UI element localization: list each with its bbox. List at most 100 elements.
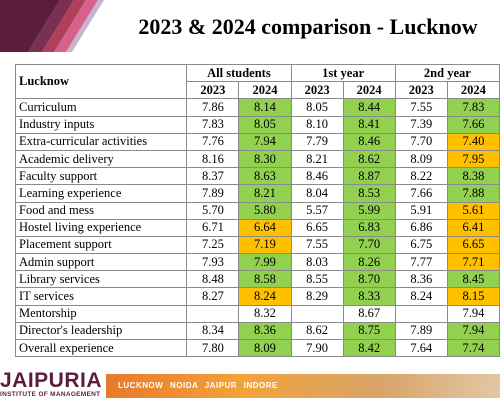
score-cell: 8.21	[238, 184, 292, 203]
score-cell: 8.53	[342, 184, 396, 203]
table-row: Extra-curricular activities 7.76 7.94 7.79 8…	[14, 132, 500, 151]
score-cell: 8.33	[342, 287, 396, 306]
row-label: Admin support	[14, 253, 188, 272]
year-header: 2023	[186, 81, 240, 100]
score-cell: 8.46	[290, 167, 344, 186]
score-cell: 5.57	[290, 201, 344, 220]
score-cell	[186, 304, 240, 323]
score-cell: 8.46	[342, 132, 396, 151]
year-header: 2024	[446, 81, 500, 100]
score-cell: 7.66	[446, 115, 500, 134]
score-cell: 8.41	[342, 115, 396, 134]
group-header-1st-year: 1st year	[290, 63, 396, 83]
score-cell: 8.87	[342, 167, 396, 186]
logo-subtitle: INSTITUTE OF MANAGEMENT	[0, 391, 101, 398]
score-cell: 8.42	[342, 338, 396, 358]
score-cell: 8.05	[290, 98, 344, 117]
row-label: Mentorship	[14, 304, 188, 323]
score-cell: 7.70	[394, 132, 448, 151]
table-row: Placement support 7.25 7.19 7.55 7.70 6.75 6.6…	[14, 235, 500, 255]
score-cell: 7.40	[446, 132, 500, 151]
row-label: Library services	[14, 270, 188, 289]
score-cell: 7.79	[290, 132, 344, 151]
score-cell: 8.32	[238, 304, 292, 323]
score-cell: 7.94	[446, 321, 500, 341]
score-cell	[290, 304, 344, 323]
score-cell: 8.30	[238, 149, 292, 169]
year-header: 2024	[342, 81, 396, 100]
table-row: Food and mess 5.70 5.80 5.57 5.99 5.91 5.61	[14, 201, 500, 220]
table-row: Academic delivery 8.16 8.30 8.21 8.62 8.09 7.9…	[14, 149, 500, 169]
score-cell: 7.94	[238, 132, 292, 151]
score-cell: 7.86	[186, 98, 240, 117]
score-cell: 7.64	[394, 338, 448, 358]
score-cell: 7.83	[446, 98, 500, 117]
score-cell: 7.39	[394, 115, 448, 134]
score-cell: 8.24	[394, 287, 448, 306]
footer-cities: LUCKNOW NOIDA JAIPUR INDORE	[118, 381, 278, 390]
score-cell: 7.71	[446, 253, 500, 272]
score-cell: 5.61	[446, 201, 500, 220]
score-cell: 8.55	[290, 270, 344, 289]
logo-brand: JAIPURIA	[0, 369, 103, 392]
year-header: 2024	[238, 81, 292, 100]
corner-header: Lucknow	[14, 63, 188, 100]
score-cell: 7.66	[394, 184, 448, 203]
score-cell: 8.24	[238, 287, 292, 306]
row-label: Faculty support	[14, 167, 188, 186]
score-cell: 7.89	[394, 321, 448, 341]
score-cell: 7.70	[342, 235, 396, 255]
score-cell: 5.91	[394, 201, 448, 220]
score-cell: 6.41	[446, 218, 500, 237]
score-cell: 8.22	[394, 167, 448, 186]
score-cell: 7.80	[186, 338, 240, 358]
row-label: Placement support	[14, 235, 188, 255]
corner-decoration	[0, 0, 120, 52]
table-row: Hostel living experience 6.71 6.64 6.65 6.83…	[14, 218, 500, 237]
table-row: Learning experience 7.89 8.21 8.04 8.53 7.66 7…	[14, 184, 500, 203]
score-cell: 8.44	[342, 98, 396, 117]
footer-logo: JAIPURIA INSTITUTE OF MANAGEMENT	[0, 369, 103, 398]
score-cell	[394, 304, 448, 323]
score-cell: 6.64	[238, 218, 292, 237]
score-cell: 7.76	[186, 132, 240, 151]
score-cell: 8.36	[394, 270, 448, 289]
score-cell: 7.25	[186, 235, 240, 255]
score-cell: 8.38	[446, 167, 500, 186]
score-cell: 7.88	[446, 184, 500, 203]
table-row: Mentorship 8.32 8.67 7.94	[14, 304, 500, 323]
row-label: Learning experience	[14, 184, 188, 203]
score-cell: 8.37	[186, 167, 240, 186]
score-cell: 5.99	[342, 201, 396, 220]
score-cell: 8.09	[238, 338, 292, 358]
score-cell: 7.90	[290, 338, 344, 358]
score-cell: 6.71	[186, 218, 240, 237]
score-cell: 6.83	[342, 218, 396, 237]
score-cell: 8.15	[446, 287, 500, 306]
corner-stripes-graphic	[0, 0, 120, 52]
score-cell: 7.55	[394, 98, 448, 117]
score-cell: 8.70	[342, 270, 396, 289]
score-cell: 7.77	[394, 253, 448, 272]
table-row: IT services 8.27 8.24 8.29 8.33 8.24 8.15	[14, 287, 500, 306]
score-cell: 8.58	[238, 270, 292, 289]
footer-band: LUCKNOW NOIDA JAIPUR INDORE	[106, 374, 500, 398]
score-cell: 7.95	[446, 149, 500, 169]
table-row: Admin support 7.93 7.99 8.03 8.26 7.77 7.71	[14, 253, 500, 272]
table-body: Curriculum 7.86 8.14 8.05 8.44 7.55 7.83 Indust…	[14, 98, 500, 358]
row-label: Director's leadership	[14, 321, 188, 341]
comparison-table: Lucknow All students 1st year 2nd year 2…	[14, 63, 500, 358]
score-cell: 8.09	[394, 149, 448, 169]
table-row: Faculty support 8.37 8.63 8.46 8.87 8.22 8.38	[14, 167, 500, 186]
score-cell: 8.48	[186, 270, 240, 289]
score-cell: 8.67	[342, 304, 396, 323]
group-header-all-students: All students	[186, 63, 292, 83]
score-cell: 8.05	[238, 115, 292, 134]
table-row: Industry inputs 7.83 8.05 8.10 8.41 7.39 7.66	[14, 115, 500, 134]
score-cell: 5.70	[186, 201, 240, 220]
score-cell: 8.03	[290, 253, 344, 272]
score-cell: 8.63	[238, 167, 292, 186]
page-title: 2023 & 2024 comparison - Lucknow	[138, 14, 478, 39]
score-cell: 7.89	[186, 184, 240, 203]
score-cell: 8.21	[290, 149, 344, 169]
